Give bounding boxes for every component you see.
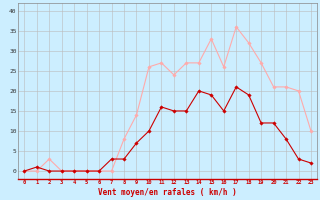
X-axis label: Vent moyen/en rafales ( km/h ): Vent moyen/en rafales ( km/h ) [98, 188, 237, 197]
